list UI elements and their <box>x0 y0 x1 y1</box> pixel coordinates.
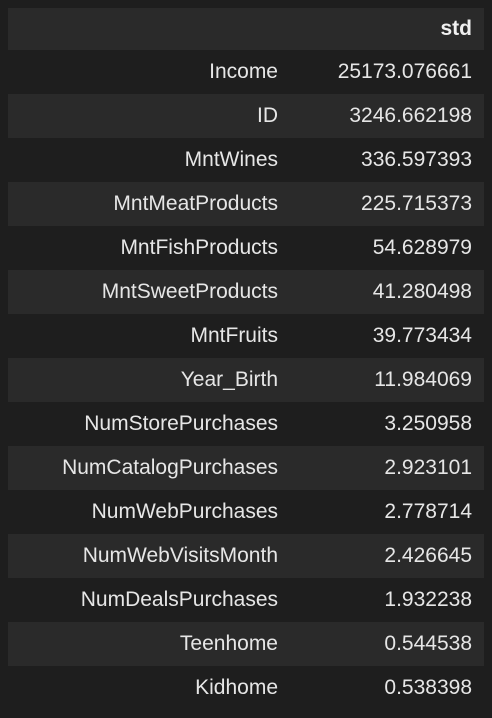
row-label: NumWebVisitsMonth <box>82 544 278 567</box>
row-value: 3246.662198 <box>349 104 472 127</box>
row-value: 1.932238 <box>384 588 472 611</box>
row-value: 2.923101 <box>384 456 472 479</box>
table-row: MntMeatProducts 225.715373 <box>8 182 484 226</box>
row-value: 2.426645 <box>384 544 472 567</box>
row-value: 336.597393 <box>361 148 472 171</box>
table-body: Income 25173.076661 ID 3246.662198 MntWi… <box>8 50 484 710</box>
table-row: Kidhome 0.538398 <box>8 666 484 710</box>
table-row: NumCatalogPurchases 2.923101 <box>8 446 484 490</box>
row-value: 3.250958 <box>384 412 472 435</box>
dataframe-output: std Income 25173.076661 ID 3246.662198 M… <box>8 8 484 710</box>
row-value: 39.773434 <box>372 324 472 347</box>
row-label: Income <box>209 60 278 83</box>
row-value: 2.778714 <box>384 500 472 523</box>
table-row: MntFruits 39.773434 <box>8 314 484 358</box>
row-label: Kidhome <box>195 676 278 699</box>
table-row: MntFishProducts 54.628979 <box>8 226 484 270</box>
row-label: NumDealsPurchases <box>80 588 278 611</box>
row-label: MntWines <box>184 148 278 171</box>
table-row: MntSweetProducts 41.280498 <box>8 270 484 314</box>
table-row: NumDealsPurchases 1.932238 <box>8 578 484 622</box>
row-label: MntFruits <box>190 324 278 347</box>
row-label: NumCatalogPurchases <box>62 456 278 479</box>
row-value: 0.544538 <box>384 632 472 655</box>
row-value: 25173.076661 <box>337 60 472 83</box>
std-table: std Income 25173.076661 ID 3246.662198 M… <box>8 8 484 710</box>
row-label: Teenhome <box>179 632 278 655</box>
table-header: std <box>8 8 484 50</box>
row-label: NumWebPurchases <box>91 500 278 523</box>
row-value: 41.280498 <box>372 280 472 303</box>
table-row: Year_Birth 11.984069 <box>8 358 484 402</box>
row-label: NumStorePurchases <box>84 412 278 435</box>
row-label: Year_Birth <box>180 368 278 391</box>
table-row: Income 25173.076661 <box>8 50 484 94</box>
row-value: 0.538398 <box>384 676 472 699</box>
table-row: NumWebVisitsMonth 2.426645 <box>8 534 484 578</box>
header-row: std <box>8 8 484 50</box>
index-header-cell <box>8 8 290 50</box>
table-row: Teenhome 0.544538 <box>8 622 484 666</box>
table-row: MntWines 336.597393 <box>8 138 484 182</box>
row-label: MntFishProducts <box>120 236 278 259</box>
table-row: ID 3246.662198 <box>8 94 484 138</box>
std-column-header: std <box>440 17 473 40</box>
row-label: MntSweetProducts <box>101 280 278 303</box>
row-value: 11.984069 <box>374 368 472 391</box>
row-value: 54.628979 <box>372 236 472 259</box>
row-label: ID <box>257 104 278 127</box>
table-row: NumStorePurchases 3.250958 <box>8 402 484 446</box>
row-value: 225.715373 <box>361 192 472 215</box>
row-label: MntMeatProducts <box>113 192 278 215</box>
table-row: NumWebPurchases 2.778714 <box>8 490 484 534</box>
